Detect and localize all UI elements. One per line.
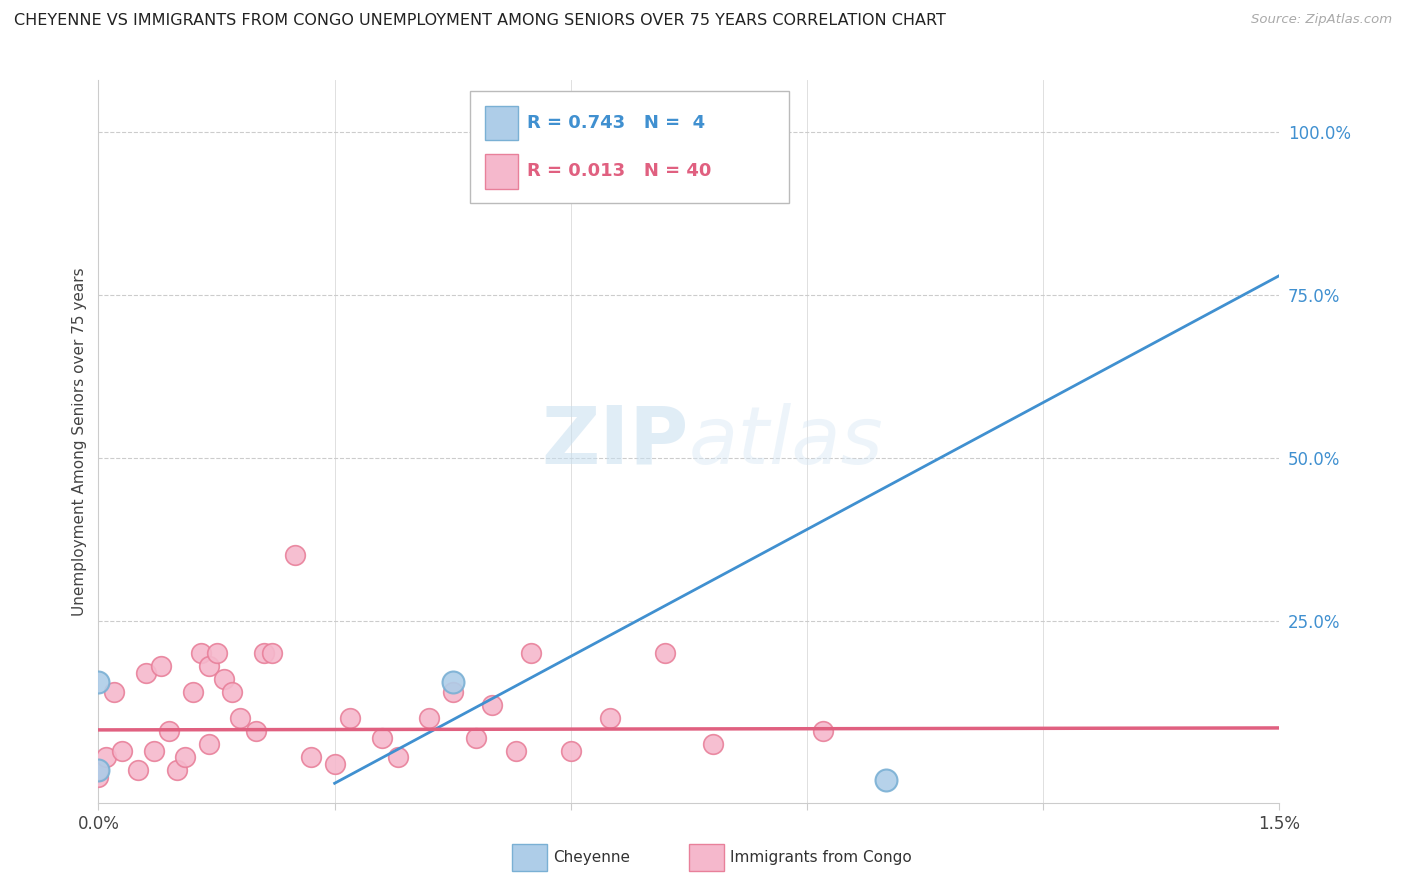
- Point: [157, 724, 180, 739]
- Text: CHEYENNE VS IMMIGRANTS FROM CONGO UNEMPLOYMENT AMONG SENIORS OVER 75 YEARS CORRE: CHEYENNE VS IMMIGRANTS FROM CONGO UNEMPL…: [14, 13, 946, 29]
- Point: [166, 764, 188, 778]
- Point: [339, 711, 361, 725]
- Point: [560, 744, 582, 758]
- Point: [87, 764, 110, 778]
- Point: [135, 665, 157, 680]
- Text: ZIP: ZIP: [541, 402, 689, 481]
- FancyBboxPatch shape: [485, 105, 517, 140]
- Point: [142, 744, 165, 758]
- Point: [205, 646, 228, 660]
- Point: [127, 764, 149, 778]
- Point: [811, 724, 834, 739]
- Point: [87, 764, 110, 778]
- Point: [599, 711, 621, 725]
- Text: Immigrants from Congo: Immigrants from Congo: [730, 850, 912, 865]
- Y-axis label: Unemployment Among Seniors over 75 years: Unemployment Among Seniors over 75 years: [72, 268, 87, 615]
- Point: [111, 744, 134, 758]
- Point: [323, 756, 346, 771]
- Point: [654, 646, 676, 660]
- FancyBboxPatch shape: [471, 91, 789, 203]
- Point: [150, 659, 173, 673]
- FancyBboxPatch shape: [689, 844, 724, 871]
- Text: R = 0.013   N = 40: R = 0.013 N = 40: [527, 162, 711, 180]
- Point: [96, 750, 118, 764]
- Point: [181, 685, 204, 699]
- Point: [481, 698, 503, 713]
- FancyBboxPatch shape: [485, 154, 517, 189]
- Point: [174, 750, 197, 764]
- Text: Source: ZipAtlas.com: Source: ZipAtlas.com: [1251, 13, 1392, 27]
- Text: atlas: atlas: [689, 402, 884, 481]
- Point: [190, 646, 212, 660]
- Point: [197, 659, 219, 673]
- Point: [505, 744, 527, 758]
- Point: [441, 675, 464, 690]
- Point: [702, 737, 724, 751]
- Point: [441, 685, 464, 699]
- FancyBboxPatch shape: [512, 844, 547, 871]
- Point: [418, 711, 440, 725]
- Point: [197, 737, 219, 751]
- Point: [260, 646, 283, 660]
- Point: [229, 711, 252, 725]
- Point: [87, 770, 110, 784]
- Point: [299, 750, 322, 764]
- Point: [875, 772, 897, 787]
- Point: [245, 724, 267, 739]
- Point: [371, 731, 394, 745]
- Point: [103, 685, 125, 699]
- Point: [87, 675, 110, 690]
- Text: Cheyenne: Cheyenne: [553, 850, 630, 865]
- Point: [387, 750, 409, 764]
- Point: [221, 685, 243, 699]
- Point: [284, 549, 307, 563]
- Point: [253, 646, 276, 660]
- Text: R = 0.743   N =  4: R = 0.743 N = 4: [527, 114, 706, 132]
- Point: [214, 672, 236, 686]
- Point: [465, 731, 488, 745]
- Point: [520, 646, 543, 660]
